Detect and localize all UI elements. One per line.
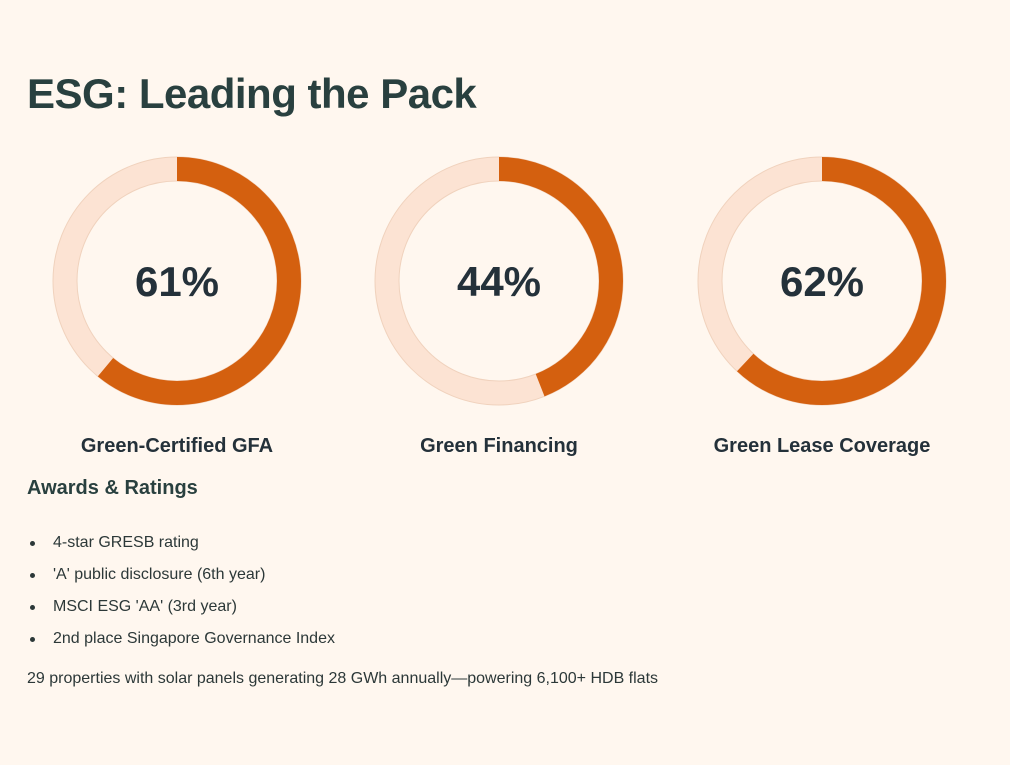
awards-heading: Awards & Ratings: [27, 477, 198, 499]
donut-category-label: Green-Certified GFA: [80, 435, 274, 457]
list-item: 4-star GRESB rating: [27, 527, 335, 559]
donut-chart-green-certified-gfa: 61% Green-Certified GFA: [47, 155, 307, 458]
donut-svg: 61%: [52, 156, 302, 406]
list-item: 2nd place Singapore Governance Index: [27, 623, 335, 655]
donut-chart-green-financing: 44% Green Financing: [369, 155, 629, 458]
page-title: ESG: Leading the Pack: [27, 70, 477, 117]
solar-summary-text: 29 properties with solar panels generati…: [27, 670, 659, 687]
donut-category-label: Green Financing: [420, 435, 578, 457]
donut-value-arc: [53, 157, 301, 405]
donut-chart-green-lease-coverage: 62% Green Lease Coverage: [692, 155, 952, 458]
awards-list: 4-star GRESB rating 'A' public disclosur…: [27, 527, 335, 655]
donut-svg: 62%: [697, 156, 947, 406]
list-item: MSCI ESG 'AA' (3rd year): [27, 591, 335, 623]
donut-category-label: Green Lease Coverage: [713, 435, 931, 457]
donut-value-arc: [375, 157, 623, 405]
donut-value-label: 44%: [457, 258, 541, 305]
donut-value-label: 61%: [135, 258, 219, 305]
donut-value-arc: [698, 157, 946, 405]
donut-svg: 44%: [374, 156, 624, 406]
list-item: 'A' public disclosure (6th year): [27, 559, 335, 591]
donut-value-label: 62%: [780, 258, 864, 305]
